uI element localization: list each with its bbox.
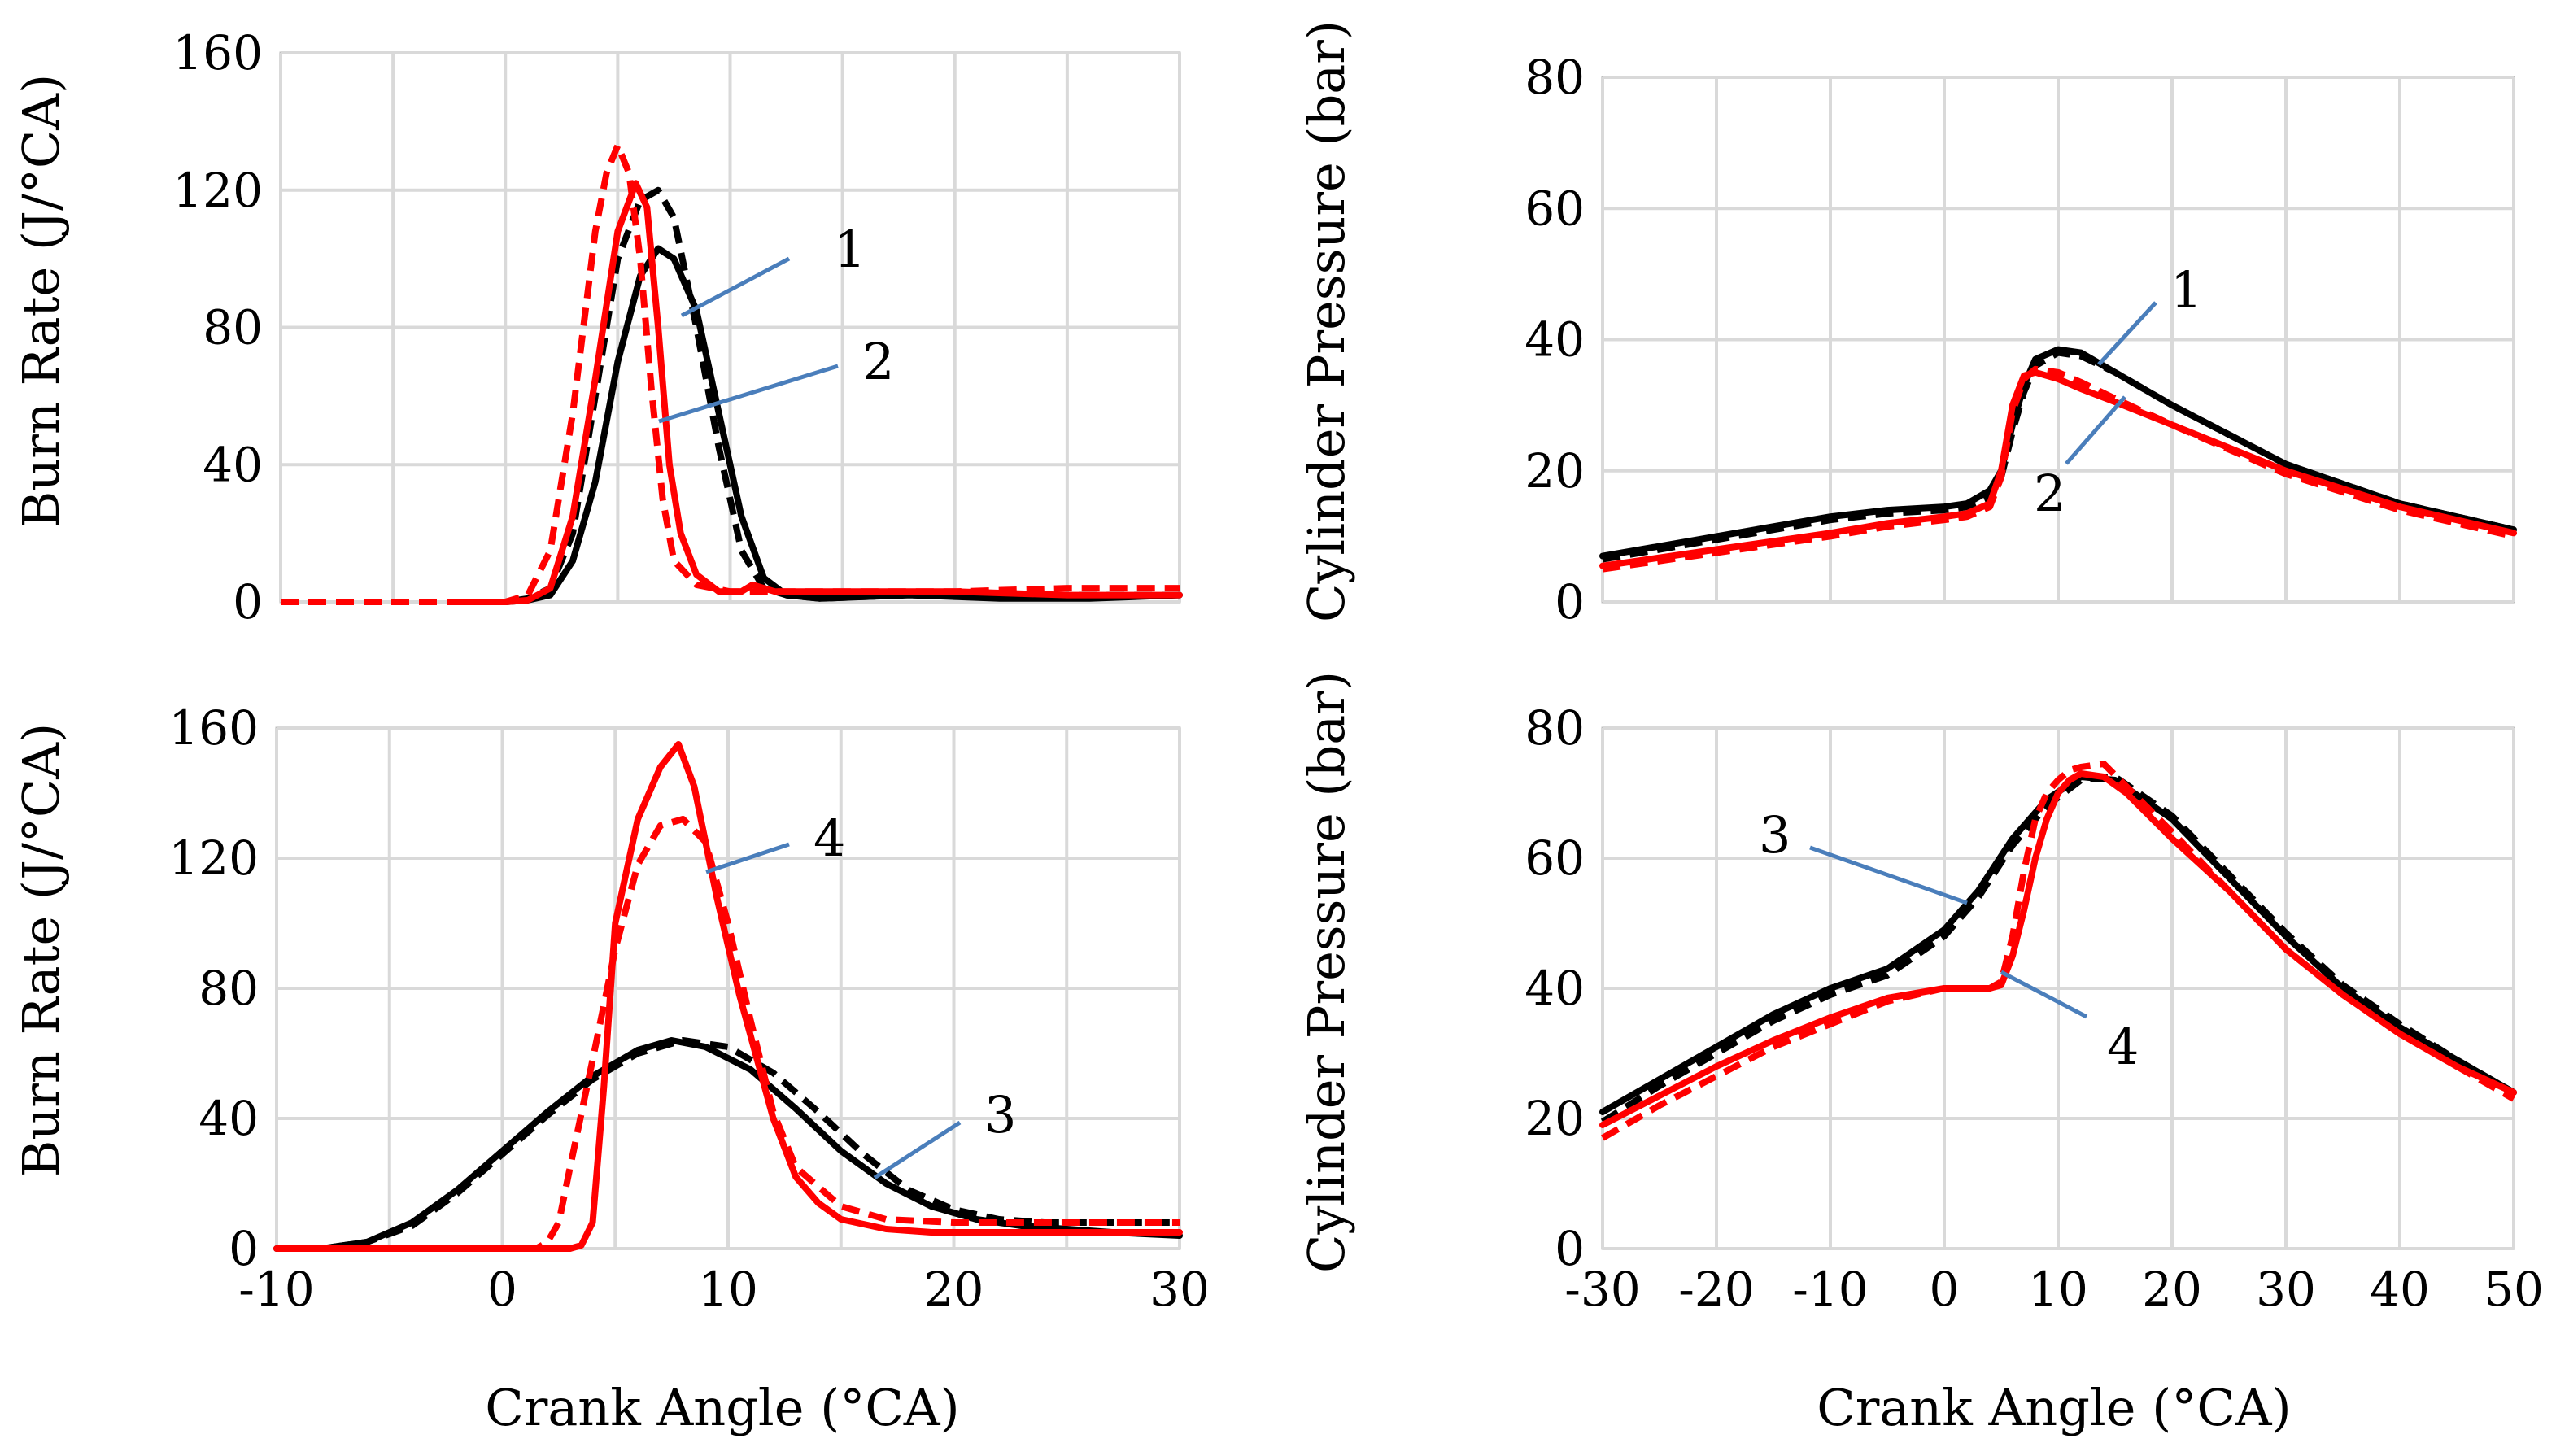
x-tick-label: 10: [698, 1262, 758, 1317]
x-tick-label: -20: [1678, 1262, 1754, 1317]
x-tick-label: 0: [487, 1262, 517, 1317]
x-tick-label: 30: [2256, 1262, 2316, 1317]
leader-line-1: [680, 256, 791, 318]
x-tick-label: 30: [1149, 1262, 1210, 1317]
annotation-label-2: 2: [862, 332, 894, 391]
annotation-label-3: 3: [1759, 805, 1791, 865]
x-tick-label: 40: [2370, 1262, 2430, 1317]
x-tick-label: -30: [1564, 1262, 1640, 1317]
y-tick-label: 120: [172, 163, 263, 218]
annotations-top-left: 1 2: [658, 220, 894, 424]
leader-line-3: [1809, 845, 1968, 905]
x-tick-label: 20: [2142, 1262, 2202, 1317]
red-dashed-series-line: [281, 142, 1180, 605]
annotations-bottom-right: 3 4: [1759, 805, 2139, 1076]
x-tick-label: -10: [238, 1262, 314, 1317]
leader-line-4: [2000, 970, 2088, 1019]
y-tick-label: 40: [1524, 961, 1585, 1016]
y-tick-label: 40: [203, 437, 263, 492]
red-dashed-series-line: [1601, 761, 2515, 1141]
black-dashed-series-line: [1602, 349, 2515, 563]
annotations-bottom-left: 4 3: [705, 809, 1016, 1180]
y-tick-label: 0: [1555, 574, 1585, 630]
y-tick-label: 80: [1524, 700, 1585, 756]
y-axis-label-bottom-left: Burn Rate (J/°CA): [11, 723, 71, 1177]
y-axis-label-bottom-right-line1: Cylinder Pressure (bar): [1297, 671, 1356, 1273]
y-tick-label: 80: [1524, 50, 1585, 105]
red-dashed-series-line: [1602, 365, 2515, 573]
leader-line-2: [658, 364, 839, 424]
y-tick-label: 80: [203, 300, 263, 355]
annotation-label-4: 4: [2107, 1017, 2139, 1076]
y-tick-label: 0: [1555, 1221, 1585, 1276]
y-tick-label: 160: [172, 25, 263, 81]
y-tick-label: 0: [233, 574, 263, 630]
y-axis-label-top-left: Burn Rate (J/°CA): [11, 74, 71, 528]
panel-top-left: 0 40 80 120 160 1 2 Burn Rate (J/°CA): [11, 25, 1183, 630]
x-axis-label-bottom-left: Crank Angle (°CA): [485, 1378, 959, 1437]
leader-line-2: [2065, 395, 2126, 465]
annotation-label-1: 1: [834, 220, 866, 279]
red-solid-series-line: [457, 180, 1183, 605]
y-tick-label: 80: [198, 961, 259, 1016]
x-tick-label: 10: [2028, 1262, 2088, 1317]
y-tick-label: 0: [229, 1221, 259, 1276]
x-tick-label: 20: [924, 1262, 984, 1317]
y-tick-label: 60: [1524, 181, 1585, 236]
leader-line-4: [705, 842, 790, 874]
x-tick-label: 0: [1930, 1262, 1960, 1317]
y-tick-label: 20: [1524, 443, 1585, 499]
leader-line-3: [873, 1120, 962, 1180]
y-tick-label: 60: [1524, 830, 1585, 886]
black-dashed-series-line: [460, 186, 1180, 605]
y-tick-label: 120: [168, 830, 259, 886]
panel-bottom-right: 0 20 40 60 80 -30 -20 -10 0 10 20 30 40 50 3 4 Cylind…: [1297, 671, 2544, 1437]
annotation-label-1: 1: [2170, 260, 2202, 320]
panel-top-right: 0 20 40 60 80 1 2 Cylinder Pressure (bar): [1297, 20, 2517, 630]
y-tick-label: 40: [198, 1091, 259, 1146]
annotations-top-right: 1 2: [2034, 260, 2202, 523]
y-tick-label: 160: [168, 700, 259, 756]
x-tick-label: 50: [2484, 1262, 2544, 1317]
red-dashed-series-line: [277, 816, 1180, 1252]
annotation-label-4: 4: [813, 809, 845, 868]
y-axis-label-top-right-line1: Cylinder Pressure (bar): [1297, 20, 1356, 622]
x-axis-label-bottom-right: Crank Angle (°CA): [1817, 1378, 2291, 1437]
y-tick-label: 40: [1524, 312, 1585, 368]
annotation-label-3: 3: [984, 1085, 1016, 1144]
y-tick-label: 20: [1524, 1091, 1585, 1146]
leader-line-1: [2097, 301, 2157, 366]
annotation-label-2: 2: [2034, 464, 2065, 523]
black-dashed-series-line: [1600, 774, 2515, 1125]
x-tick-label: -10: [1792, 1262, 1868, 1317]
black-dashed-series-line: [277, 1037, 1180, 1252]
